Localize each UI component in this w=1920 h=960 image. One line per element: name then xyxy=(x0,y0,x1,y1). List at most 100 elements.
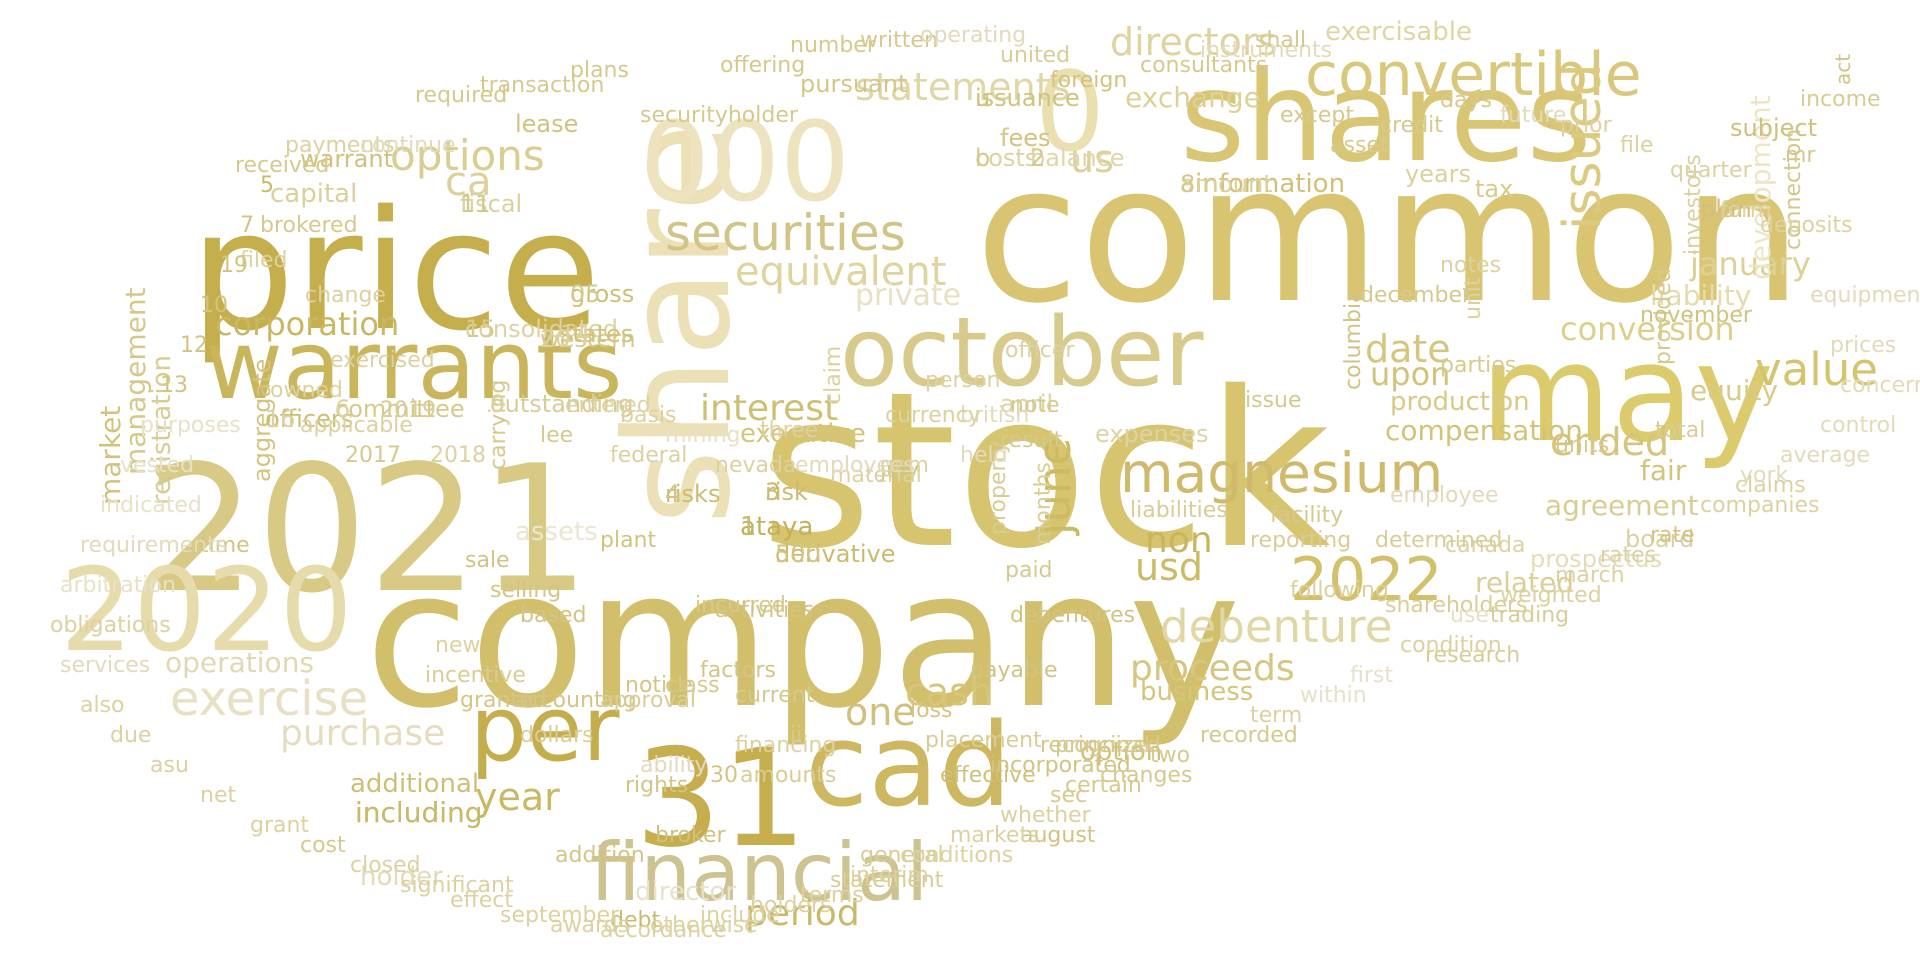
cloud-word: form xyxy=(1720,198,1771,223)
cloud-word: rates xyxy=(1600,543,1656,568)
cloud-word: exercisable xyxy=(1325,17,1472,47)
cloud-word: months xyxy=(1031,462,1056,545)
cloud-word: risks xyxy=(665,480,720,508)
cloud-word: include xyxy=(700,903,780,928)
cloud-word: future xyxy=(1500,103,1566,128)
cloud-word: common xyxy=(975,124,1803,345)
cloud-word: incentive xyxy=(425,663,526,688)
cloud-word: written xyxy=(860,28,938,53)
cloud-word: determined xyxy=(1375,528,1502,553)
cloud-word: file xyxy=(1620,133,1654,158)
cloud-word: conditions xyxy=(900,843,1013,868)
cloud-word: two xyxy=(1150,743,1190,768)
cloud-word: committee xyxy=(335,395,465,423)
cloud-word: new xyxy=(435,633,480,658)
cloud-word: one xyxy=(845,690,916,734)
cloud-word: production xyxy=(1390,387,1530,417)
cloud-word: closed xyxy=(350,853,421,878)
cloud-word: connection xyxy=(1781,129,1806,250)
cloud-word: b xyxy=(975,144,990,172)
cloud-word: us xyxy=(1070,137,1114,181)
cloud-word: date xyxy=(1365,327,1451,371)
cloud-word: operations xyxy=(165,646,314,679)
cloud-word: holder xyxy=(360,862,443,892)
cloud-word: united xyxy=(1000,43,1070,68)
cloud-word: business xyxy=(1140,677,1253,707)
cloud-word: payable xyxy=(970,658,1058,683)
cloud-word: states xyxy=(560,320,633,348)
cloud-word: placement xyxy=(925,728,1042,753)
cloud-word: issued xyxy=(1553,63,1613,230)
cloud-word: derivative xyxy=(775,540,896,568)
cloud-word: options xyxy=(390,131,545,180)
cloud-word: proceeds xyxy=(1130,648,1295,689)
cloud-word: person xyxy=(925,368,1000,393)
cloud-word: interim xyxy=(850,863,929,888)
cloud-word: 2019 xyxy=(380,398,436,423)
cloud-word: gross xyxy=(570,280,634,308)
cloud-word: class xyxy=(665,673,720,698)
cloud-word: risk xyxy=(765,478,808,506)
cloud-word: financial xyxy=(590,826,928,919)
cloud-word: companies xyxy=(1700,493,1820,518)
cloud-word: 12 xyxy=(180,333,208,358)
cloud-word: deposits xyxy=(1760,213,1853,238)
cloud-word: notice xyxy=(625,673,693,698)
cloud-word: whether xyxy=(1000,803,1092,828)
cloud-word: federal xyxy=(610,443,687,468)
cloud-word: issuance xyxy=(975,84,1080,112)
cloud-word: employees xyxy=(795,453,915,478)
cloud-word: prior xyxy=(1560,113,1613,138)
cloud-word: may xyxy=(1480,315,1774,472)
cloud-word: following xyxy=(1290,578,1389,603)
cloud-word: conversion xyxy=(1560,310,1735,348)
cloud-word: recognized xyxy=(1040,733,1161,758)
cloud-word: january xyxy=(1689,245,1811,283)
cloud-word: share xyxy=(594,123,763,525)
cloud-word: fair xyxy=(1640,454,1687,487)
cloud-word: due xyxy=(110,723,151,748)
cloud-word: 19 xyxy=(220,253,248,278)
cloud-word: warrants xyxy=(205,311,623,421)
cloud-word: amount xyxy=(1180,170,1273,198)
cloud-word: brokered xyxy=(260,213,358,238)
cloud-word: material xyxy=(830,463,922,488)
cloud-word: columbia xyxy=(1341,289,1366,390)
cloud-word: offering xyxy=(720,53,805,78)
cloud-word: 20 xyxy=(540,325,571,353)
cloud-word: entered xyxy=(565,393,651,418)
cloud-word: april xyxy=(1000,390,1053,418)
cloud-word: shares xyxy=(1180,45,1592,190)
cloud-word: approval xyxy=(600,688,696,713)
cloud-word: investors xyxy=(1681,154,1706,255)
cloud-word: mining xyxy=(665,423,741,448)
cloud-word: 2020 xyxy=(60,544,353,678)
cloud-word: 13 xyxy=(160,373,188,398)
cloud-word: 2017 xyxy=(345,443,401,468)
cloud-word: development xyxy=(1744,95,1777,280)
cloud-word: claims xyxy=(1735,473,1806,498)
cloud-word: year xyxy=(475,775,560,819)
cloud-word: grant xyxy=(250,813,309,838)
cloud-word: unit xyxy=(1461,277,1486,320)
cloud-word: research xyxy=(1425,643,1520,668)
cloud-word: owned xyxy=(270,378,343,403)
cloud-word: shareholders xyxy=(1385,593,1528,618)
cloud-word: also xyxy=(80,693,125,718)
cloud-word: tax xyxy=(1475,175,1513,203)
cloud-word: notes xyxy=(1440,253,1501,278)
cloud-word: effect xyxy=(450,888,513,913)
cloud-word: years xyxy=(1405,160,1471,188)
cloud-word: 05 xyxy=(570,280,601,308)
cloud-word: purposes xyxy=(140,413,241,438)
cloud-word: holders xyxy=(750,893,832,918)
cloud-word: assets xyxy=(515,517,598,547)
cloud-word: exercised xyxy=(330,348,435,373)
cloud-word: control xyxy=(1820,413,1896,438)
cloud-word: capital xyxy=(270,179,357,209)
cloud-word: gem xyxy=(880,453,929,478)
cloud-word: interest xyxy=(700,388,838,429)
cloud-word: quarter xyxy=(1670,158,1753,183)
cloud-word: addition xyxy=(555,843,645,868)
